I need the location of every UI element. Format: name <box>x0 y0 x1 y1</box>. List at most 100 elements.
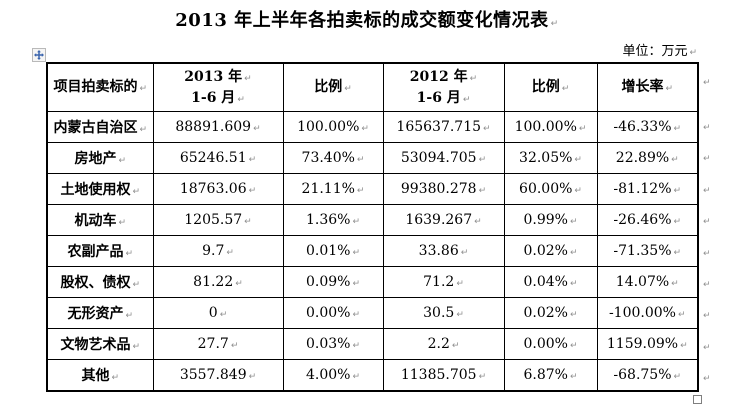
row-label-6[interactable]: 无形资产 ↵ <box>46 297 154 329</box>
unit-label[interactable]: 单位：万元 ↵ <box>622 40 697 59</box>
cell-end-mark-icon: ↵ <box>352 217 361 227</box>
table-cell-r7-c4[interactable]: 0.00% ↵ <box>503 328 598 360</box>
row-end-mark-icon: ↵ <box>703 185 711 196</box>
cell-end-mark-icon: ↵ <box>569 217 578 227</box>
row-end-mark-icon: ↵ <box>703 248 711 259</box>
column-header-0[interactable]: 项目拍卖标的 ↵ <box>46 62 154 112</box>
table-cell-r5-c3[interactable]: 71.2 ↵ <box>382 266 505 298</box>
row-label-7[interactable]: 文物艺术品 ↵ <box>46 328 154 360</box>
cell-end-mark-icon: ↵ <box>569 279 578 289</box>
table-cell-r3-c3[interactable]: 1639.267 ↵ <box>382 204 505 236</box>
table-cell-r1-c2[interactable]: 73.40% ↵ <box>282 142 384 174</box>
table-cell-r6-c1[interactable]: 0 ↵ <box>152 297 284 329</box>
cell-end-mark-icon: ↵ <box>139 125 148 135</box>
table-cell-r1-c1[interactable]: 65246.51 ↵ <box>152 142 284 174</box>
column-header-line: 2012 年 ↵ <box>409 68 478 85</box>
table-cell-r8-c3[interactable]: 11385.705 ↵ <box>382 359 505 391</box>
table-cell-r7-c2[interactable]: 0.03% ↵ <box>282 328 384 360</box>
cell-end-mark-icon: ↵ <box>569 310 578 320</box>
cell-end-mark-icon: ↵ <box>462 94 471 105</box>
row-end-mark-icon: ↵ <box>703 311 711 322</box>
table-cell-r4-c5[interactable]: -71.35% ↵ <box>596 235 699 267</box>
cell-end-mark-icon: ↵ <box>244 217 252 227</box>
table-cell-r8-c1[interactable]: 3557.849 ↵ <box>152 359 284 391</box>
table-cell-r5-c2[interactable]: 0.09% ↵ <box>282 266 384 298</box>
move-icon <box>34 50 44 60</box>
row-label-8[interactable]: 其他 ↵ <box>46 359 154 391</box>
table-resize-handle[interactable] <box>693 395 702 404</box>
cell-end-mark-icon: ↵ <box>673 248 682 258</box>
row-end-mark-icon: ↵ <box>703 374 711 385</box>
table-cell-r0-c4[interactable]: 100.00% ↵ <box>503 111 598 143</box>
table-cell-r7-c5[interactable]: 1159.09% ↵ <box>596 328 699 360</box>
table-cell-r1-c4[interactable]: 32.05% ↵ <box>503 142 598 174</box>
page-title[interactable]: 2013 年上半年各拍卖标的成交额变化情况表 ↵ <box>0 6 734 32</box>
cell-end-mark-icon: ↵ <box>219 310 228 320</box>
table-cell-r4-c1[interactable]: 9.7 ↵ <box>152 235 284 267</box>
cell-end-mark-icon: ↵ <box>230 341 239 351</box>
table-cell-r0-c2[interactable]: 100.00% ↵ <box>282 111 384 143</box>
column-header-2[interactable]: 比例 ↵ <box>282 62 384 112</box>
table-cell-r2-c3[interactable]: 99380.278 ↵ <box>382 173 505 205</box>
table-cell-r7-c3[interactable]: 2.2 ↵ <box>382 328 505 360</box>
table-cell-r5-c5[interactable]: 14.07% ↵ <box>596 266 699 298</box>
table-cell-r2-c5[interactable]: -81.12% ↵ <box>596 173 699 205</box>
column-header-4[interactable]: 比例 ↵ <box>503 62 598 112</box>
table-cell-r0-c5[interactable]: -46.33% ↵ <box>596 111 699 143</box>
cell-end-mark-icon: ↵ <box>111 372 120 383</box>
table-cell-r0-c1[interactable]: 88891.609 ↵ <box>152 111 284 143</box>
row-label-5[interactable]: 股权、债权 ↵ <box>46 266 154 298</box>
table-row: 农副产品 ↵ 9.7 ↵ 0.01% ↵ 33.86 ↵ 0.02% ↵ -71.35% ↵ <box>46 235 699 267</box>
cell-end-mark-icon: ↵ <box>352 371 361 382</box>
column-header-5[interactable]: 增长率 ↵ <box>596 62 699 112</box>
table-cell-r1-c3[interactable]: 53094.705 ↵ <box>382 142 505 174</box>
unit-label-text: 单位：万元 <box>622 44 688 59</box>
cell-end-mark-icon: ↵ <box>671 279 679 289</box>
paragraph-mark-icon: ↵ <box>689 48 697 58</box>
cell-end-mark-icon: ↵ <box>235 279 243 289</box>
column-header-line: 2013 年 ↵ <box>184 68 252 85</box>
cell-end-mark-icon: ↵ <box>118 218 127 228</box>
cell-end-mark-icon: ↵ <box>132 280 141 290</box>
table-cell-r1-c5[interactable]: 22.89% ↵ <box>596 142 699 174</box>
table-cell-r8-c4[interactable]: 6.87% ↵ <box>503 359 598 391</box>
cell-end-mark-icon: ↵ <box>680 341 688 351</box>
row-label-1[interactable]: 房地产 ↵ <box>46 142 154 174</box>
table-cell-r2-c4[interactable]: 60.00% ↵ <box>503 173 598 205</box>
column-header-1[interactable]: 2013 年 ↵ 1-6 月 ↵ <box>152 62 284 112</box>
cell-end-mark-icon: ↵ <box>253 124 261 134</box>
row-end-mark-icon: ↵ <box>703 78 711 88</box>
cell-end-mark-icon: ↵ <box>118 156 127 166</box>
cell-end-mark-icon: ↵ <box>248 155 257 165</box>
table-cell-r2-c1[interactable]: 18763.06 ↵ <box>152 173 284 205</box>
table-cell-r0-c3[interactable]: 165637.715 ↵ <box>382 111 505 143</box>
column-header-3[interactable]: 2012 年 ↵ 1-6 月 ↵ <box>382 62 505 112</box>
cell-end-mark-icon: ↵ <box>352 310 361 320</box>
table-cell-r7-c1[interactable]: 27.7 ↵ <box>152 328 284 360</box>
table-cell-r3-c4[interactable]: 0.99% ↵ <box>503 204 598 236</box>
table-cell-r8-c5[interactable]: -68.75% ↵ <box>596 359 699 391</box>
table-cell-r4-c4[interactable]: 0.02% ↵ <box>503 235 598 267</box>
table-cell-r4-c3[interactable]: 33.86 ↵ <box>382 235 505 267</box>
table-cell-r6-c2[interactable]: 0.00% ↵ <box>282 297 384 329</box>
row-label-0[interactable]: 内蒙古自治区 ↵ <box>46 111 154 143</box>
table-cell-r5-c1[interactable]: 81.22 ↵ <box>152 266 284 298</box>
table-cell-r3-c1[interactable]: 1205.57 ↵ <box>152 204 284 236</box>
row-label-2[interactable]: 土地使用权 ↵ <box>46 173 154 205</box>
row-label-3[interactable]: 机动车 ↵ <box>46 204 154 236</box>
table-cell-r3-c2[interactable]: 1.36% ↵ <box>282 204 384 236</box>
table-cell-r2-c2[interactable]: 21.11% ↵ <box>282 173 384 205</box>
table-cell-r6-c5[interactable]: -100.00% ↵ <box>596 297 699 329</box>
table-cell-r6-c4[interactable]: 0.02% ↵ <box>503 297 598 329</box>
cell-end-mark-icon: ↵ <box>460 248 469 258</box>
table-move-handle[interactable] <box>32 48 46 62</box>
row-end-mark-icon: ↵ <box>703 342 711 353</box>
table-cell-r5-c4[interactable]: 0.04% ↵ <box>503 266 598 298</box>
column-header-line: 项目拍卖标的 ↵ <box>53 79 148 95</box>
auction-results-table: 项目拍卖标的 ↵ 2013 年 ↵ 1-6 月 ↵ 比例 ↵ 2012 年 ↵ 1-6 月 ↵ 比例 ↵ 增… <box>46 62 699 392</box>
table-cell-r6-c3[interactable]: 30.5 ↵ <box>382 297 505 329</box>
table-cell-r8-c2[interactable]: 4.00% ↵ <box>282 359 384 391</box>
table-cell-r4-c2[interactable]: 0.01% ↵ <box>282 235 384 267</box>
table-cell-r3-c5[interactable]: -26.46% ↵ <box>596 204 699 236</box>
row-label-4[interactable]: 农副产品 ↵ <box>46 235 154 267</box>
